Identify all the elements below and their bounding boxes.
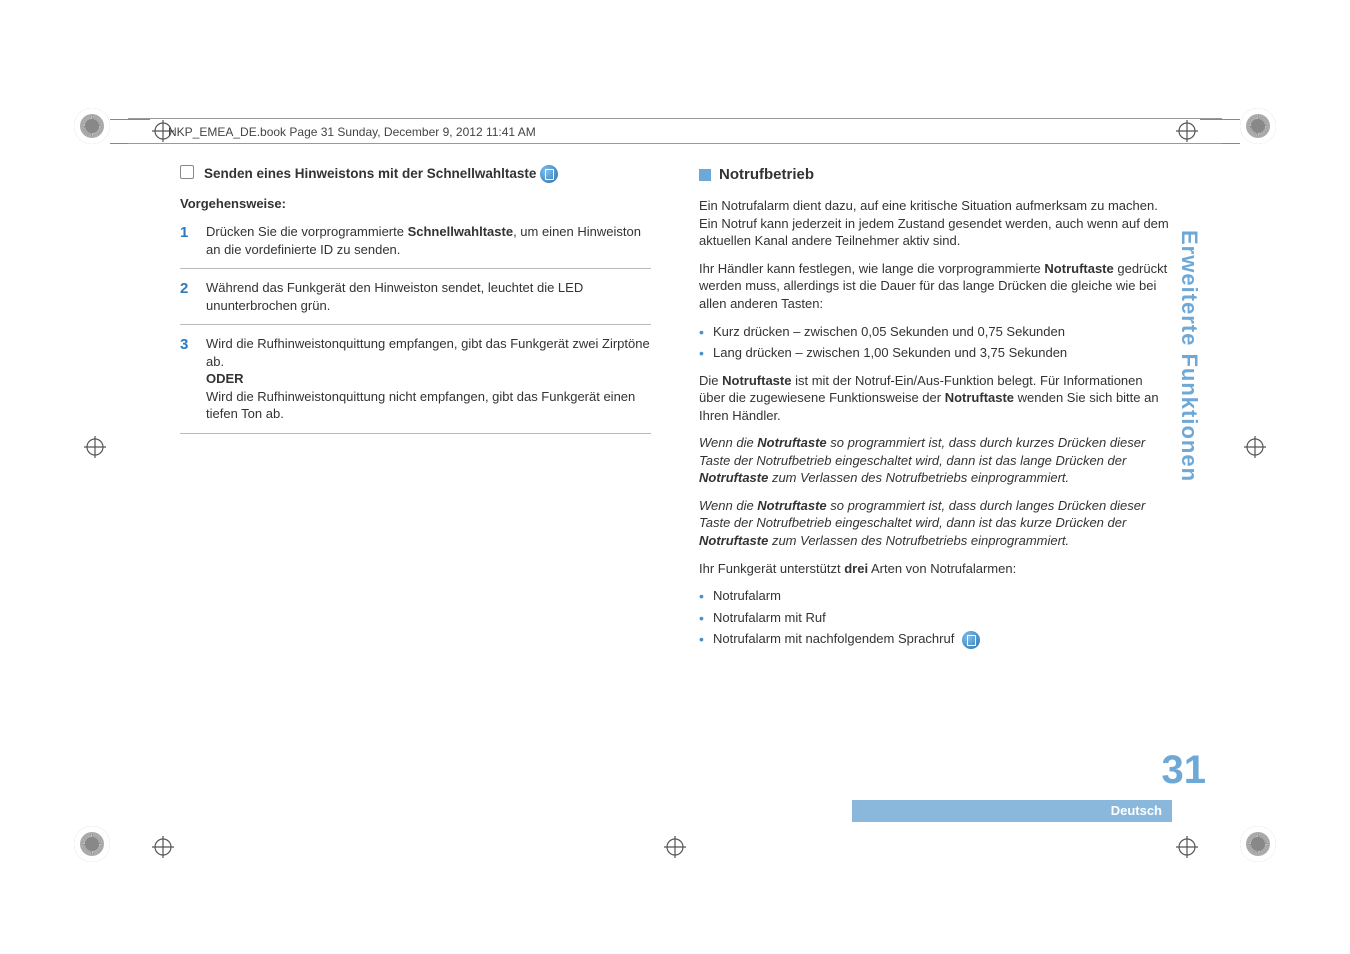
right-heading: Notrufbetrieb: [699, 165, 1170, 185]
chapter-title: Erweiterte Funktionen: [1176, 230, 1202, 482]
text-bold: Notruftaste: [699, 470, 768, 485]
text: Ihr Funkgerät unterstützt: [699, 561, 844, 576]
language-label: Deutsch: [1111, 803, 1162, 818]
step-row: 1 Drücken Sie die vorprogrammierte Schne…: [180, 223, 651, 269]
text-bold: drei: [844, 561, 868, 576]
language-bar: Deutsch: [852, 800, 1172, 822]
left-heading-text: Senden eines Hinweistons mit der Schnell…: [204, 166, 536, 181]
step-row: 2 Während das Funkgerät den Hinweiston s…: [180, 279, 651, 325]
step-body: Wird die Rufhinweistonquittung empfangen…: [206, 335, 651, 423]
step-text-bold: Schnellwahltaste: [408, 224, 513, 239]
header-text: NKP_EMEA_DE.book Page 31 Sunday, Decembe…: [128, 119, 1222, 145]
list-item: Lang drücken – zwischen 1,00 Sekunden un…: [699, 344, 1170, 362]
text-bold: Notruftaste: [757, 498, 826, 513]
left-heading: Senden eines Hinweistons mit der Schnell…: [180, 165, 651, 183]
text: zum Verlassen des Notrufbetriebs einprog…: [768, 470, 1069, 485]
registration-mark: [74, 108, 110, 144]
paragraph: Die Notruftaste ist mit der Notruf-Ein/A…: [699, 372, 1170, 425]
feature-badge-icon: [540, 165, 558, 183]
section-marker-icon: [699, 169, 711, 181]
crosshair-icon: [1176, 836, 1198, 858]
text: Wenn die: [699, 498, 757, 513]
step-or: ODER: [206, 371, 244, 386]
page-number: 31: [1162, 748, 1207, 793]
crosshair-icon: [664, 836, 686, 858]
crosshair-icon: [1244, 436, 1266, 458]
list-item-text: Notrufalarm mit nachfolgendem Sprachruf: [713, 631, 954, 646]
text-bold: Notruftaste: [699, 533, 768, 548]
text: zum Verlassen des Notrufbetriebs einprog…: [768, 533, 1069, 548]
note-paragraph: Wenn die Notruftaste so programmiert ist…: [699, 497, 1170, 550]
list-item: Notrufalarm mit nachfolgendem Sprachruf: [699, 630, 1170, 649]
right-heading-text: Notrufbetrieb: [719, 165, 814, 185]
registration-mark: [1240, 108, 1276, 144]
step-text: Drücken Sie die vorprogrammierte: [206, 224, 408, 239]
feature-badge-icon: [962, 631, 980, 649]
paragraph: Ihr Händler kann festlegen, wie lange di…: [699, 260, 1170, 313]
chapter-sidebar: Erweiterte Funktionen: [1176, 230, 1206, 482]
step-body: Während das Funkgerät den Hinweiston sen…: [206, 279, 651, 314]
list-item: Notrufalarm mit Ruf: [699, 609, 1170, 627]
step-row: 3 Wird die Rufhinweistonquittung empfang…: [180, 335, 651, 434]
text-bold: Notruftaste: [1044, 261, 1113, 276]
list-item: Notrufalarm: [699, 587, 1170, 605]
paragraph: Ein Notrufalarm dient dazu, auf eine kri…: [699, 197, 1170, 250]
text-bold: Notruftaste: [722, 373, 791, 388]
content-area: Senden eines Hinweistons mit der Schnell…: [180, 165, 1170, 825]
doc-icon: [180, 165, 194, 179]
paragraph: Ihr Funkgerät unterstützt drei Arten von…: [699, 560, 1170, 578]
step-number: 1: [180, 223, 196, 258]
text: Ihr Händler kann festlegen, wie lange di…: [699, 261, 1044, 276]
crosshair-icon: [84, 436, 106, 458]
right-column: Notrufbetrieb Ein Notrufalarm dient dazu…: [699, 165, 1170, 825]
step-number: 3: [180, 335, 196, 423]
text: Wenn die: [699, 435, 757, 450]
step-body: Drücken Sie die vorprogrammierte Schnell…: [206, 223, 651, 258]
text-bold: Notruftaste: [945, 390, 1014, 405]
step-number: 2: [180, 279, 196, 314]
press-duration-list: Kurz drücken – zwischen 0,05 Sekunden un…: [699, 323, 1170, 362]
procedure-label: Vorgehensweise:: [180, 195, 651, 213]
list-item: Kurz drücken – zwischen 0,05 Sekunden un…: [699, 323, 1170, 341]
registration-mark: [74, 826, 110, 862]
text: Arten von Notrufalarmen:: [868, 561, 1016, 576]
step-text: Wird die Rufhinweistonquittung nicht emp…: [206, 389, 635, 422]
step-text: Während das Funkgerät den Hinweiston sen…: [206, 280, 583, 313]
text-bold: Notruftaste: [757, 435, 826, 450]
alarm-type-list: Notrufalarm Notrufalarm mit Ruf Notrufal…: [699, 587, 1170, 649]
step-text: Wird die Rufhinweistonquittung empfangen…: [206, 336, 650, 369]
page-header: NKP_EMEA_DE.book Page 31 Sunday, Decembe…: [128, 118, 1222, 144]
registration-mark: [1240, 826, 1276, 862]
left-column: Senden eines Hinweistons mit der Schnell…: [180, 165, 651, 825]
crosshair-icon: [152, 836, 174, 858]
note-paragraph: Wenn die Notruftaste so programmiert ist…: [699, 434, 1170, 487]
text: Die: [699, 373, 722, 388]
